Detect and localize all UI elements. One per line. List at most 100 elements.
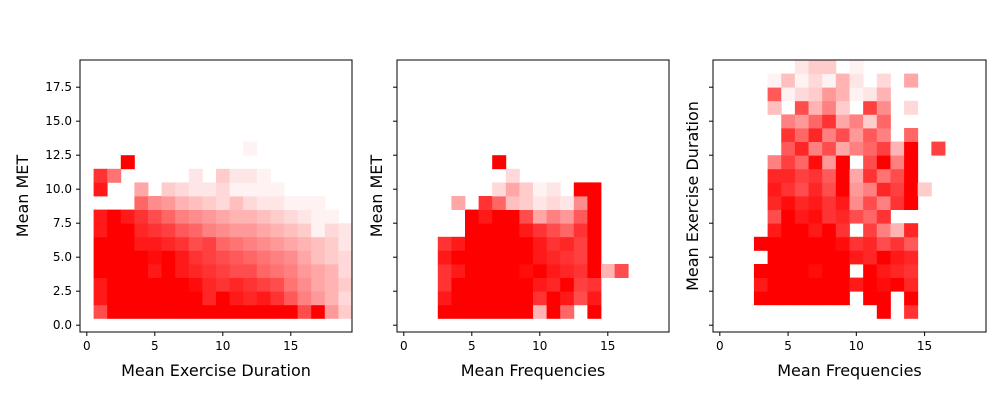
heatmap-cell [890,277,905,292]
heatmap-cell [849,87,864,102]
heatmap-cell [338,264,353,278]
heatmap-cell [148,223,162,238]
y-tick-label: 7.5 [53,216,72,230]
heatmap-cell [311,196,326,210]
heatmap-cell [243,182,258,197]
heatmap-cell [243,223,258,238]
heatmap-cell [876,277,891,292]
heatmap-cell [904,100,919,115]
heatmap-cell [822,196,837,210]
heatmap-cell [876,182,891,197]
heatmap-cell [270,277,285,292]
heatmap-cell [505,168,520,183]
heatmap-cell [256,168,271,183]
x-tick-label: 15 [917,339,932,353]
heatmap-cell [767,155,782,170]
heatmap-cell [478,304,493,319]
heatmap-cell [505,264,520,278]
heatmap-cell [161,264,176,278]
heatmap-cell [753,277,768,292]
heatmap-cell [229,277,244,292]
y-tick-label: 12.5 [45,148,72,162]
heatmap-cell [560,277,575,292]
heatmap-cell [781,223,796,238]
y-axis-ticks [709,86,713,326]
heatmap-cell [243,304,258,319]
heatmap-cell [505,250,520,265]
heatmap-cell [134,209,149,224]
heatmap-cell [229,168,244,183]
heatmap-cell [161,196,176,210]
heatmap-cell [533,250,547,265]
heatmap-cell [161,182,176,197]
heatmap-cell [175,277,190,292]
heatmap-cell [822,223,837,238]
heatmap-cell [297,236,312,251]
heatmap-cell [324,304,339,319]
heatmap-cell [297,223,312,238]
y-axis-ticks [393,86,397,326]
heatmap-cell [478,209,493,224]
heatmap-cell [107,236,122,251]
heatmap-cell [451,236,466,251]
heatmap-cell [876,291,891,306]
heatmap-cell [175,236,190,251]
heatmap-cell [835,141,850,156]
heatmap-cell [270,250,285,265]
heatmap-cell [216,196,230,210]
heatmap-cell [311,223,326,238]
heatmap-cell [188,236,203,251]
heatmap-cell [437,277,452,292]
heatmap-cell [297,250,312,265]
heatmap-cell [519,182,534,197]
x-tick-label: 5 [151,339,159,353]
heatmap-cell [465,236,479,251]
heatmap-cell [822,73,837,88]
y-tick-label: 2.5 [53,284,72,298]
heatmap-cell [256,264,271,278]
heatmap-cell [93,223,108,238]
heatmap-cell [767,87,782,102]
heatmap-cell [876,196,891,210]
heatmap-cell [229,264,244,278]
heatmap-cell [560,291,575,306]
heatmap-cell [794,100,809,115]
heatmap-cell [519,196,534,210]
heatmap-cell [781,250,796,265]
heatmap-cell [573,291,588,306]
heatmap-cell [120,250,135,265]
plot-frame [79,59,353,333]
heatmap-cell [256,236,271,251]
heatmap-cell [781,141,796,156]
heatmap-cell [794,250,809,265]
heatmap-cell [492,209,507,224]
heatmap-cell [876,114,891,129]
heatmap-cell [465,277,479,292]
heatmap-cell [546,277,561,292]
heatmap-cell [573,250,588,265]
heatmap-cell [863,264,878,278]
heatmap-cell [120,304,135,319]
heatmap-cell [822,87,837,102]
heatmap-cell [120,209,135,224]
heatmap-cell [863,223,878,238]
heatmap-cell [134,236,149,251]
heatmap-cell [120,264,135,278]
heatmap-cell [904,236,919,251]
heatmap-cell [601,264,615,278]
heatmap-cell [781,236,796,251]
heatmap-cell [188,304,203,319]
heatmap-cell [492,277,507,292]
heatmap-cell [284,291,298,306]
heatmap-cell [808,73,823,88]
heatmap-cell [188,168,203,183]
heatmap-cell [808,196,823,210]
heatmap-cell [256,250,271,265]
heatmap-cell [560,264,575,278]
heatmap-cell [560,236,575,251]
heatmap-cell [587,196,602,210]
heatmap-cell [808,141,823,156]
heatmap-cell [284,209,298,224]
heatmap-cell [587,277,602,292]
heatmap-cell [519,291,534,306]
